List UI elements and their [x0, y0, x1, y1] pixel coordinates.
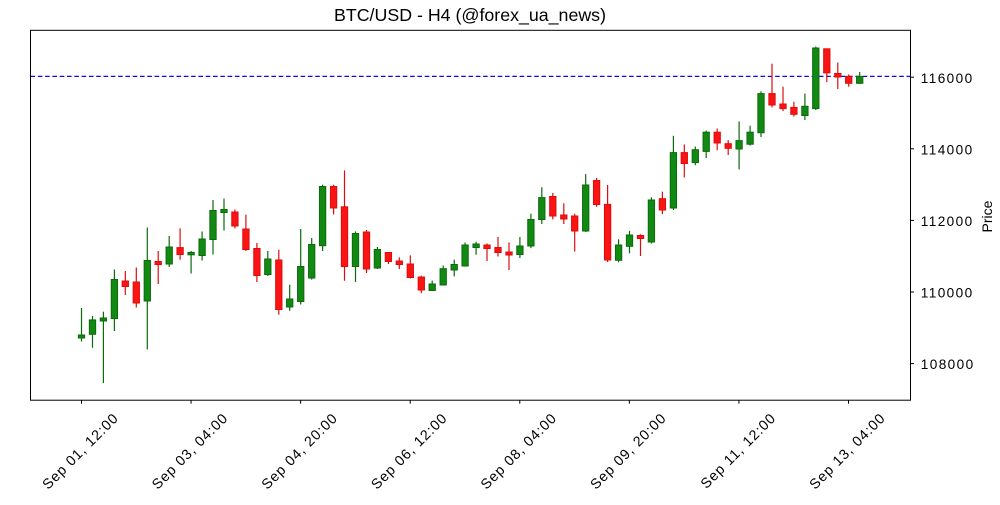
- svg-text:Price: Price: [979, 200, 995, 232]
- svg-text:BTC/USD - H4 (@forex_ua_news): BTC/USD - H4 (@forex_ua_news): [334, 5, 606, 26]
- svg-text:112000: 112000: [921, 214, 974, 229]
- svg-text:114000: 114000: [921, 142, 974, 157]
- svg-text:110000: 110000: [921, 286, 974, 301]
- svg-text:108000: 108000: [921, 357, 975, 372]
- svg-text:116000: 116000: [921, 71, 974, 86]
